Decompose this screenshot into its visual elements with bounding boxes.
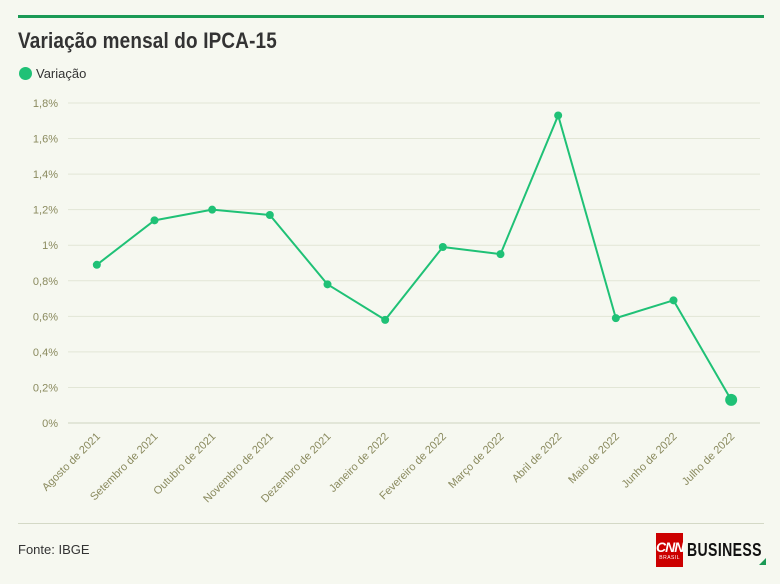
data-point — [438, 243, 447, 251]
x-tick-label: Abril de 2022 — [510, 431, 564, 485]
y-tick-label: 1,6% — [33, 134, 58, 146]
y-tick-label: 0,2% — [33, 382, 58, 394]
business-wordmark: BUSINESS — [687, 539, 763, 560]
data-point — [265, 211, 274, 219]
data-point — [554, 111, 563, 120]
source-note: Fonte: IBGE — [18, 542, 90, 557]
data-point — [496, 250, 505, 259]
x-tick-label: Maio de 2022 — [566, 431, 622, 487]
y-tick-label: 1,2% — [33, 205, 58, 217]
series-line — [96, 114, 733, 401]
x-tick-label: Julho de 2022 — [680, 431, 737, 488]
chart-title: Variação mensal do IPCA-15 — [18, 28, 277, 53]
x-tick-label: Março de 2022 — [446, 431, 506, 491]
y-tick-label: 0,6% — [33, 311, 58, 323]
legend-marker-icon — [19, 67, 32, 80]
legend-label: Variação — [36, 66, 87, 81]
data-point — [381, 315, 390, 324]
y-tick-label: 1,4% — [33, 169, 58, 181]
data-point — [669, 296, 678, 305]
cnn-logo-icon: CNN BRASIL — [656, 533, 684, 567]
data-point — [323, 280, 332, 289]
y-tick-label: 0,4% — [33, 347, 58, 359]
data-point — [725, 393, 738, 406]
data-point — [208, 205, 217, 214]
top-rule — [18, 15, 764, 18]
data-point — [611, 314, 620, 323]
x-tick-label: Agosto de 2021 — [40, 431, 103, 494]
brand-triangle-icon — [759, 558, 766, 565]
y-tick-label: 0,8% — [33, 276, 58, 288]
y-tick-label: 1% — [42, 240, 58, 252]
bottom-rule — [18, 523, 764, 524]
y-tick-label: 1,8% — [33, 98, 58, 110]
x-tick-label: Junho de 2022 — [620, 431, 680, 491]
x-tick-label: Janeiro de 2022 — [327, 431, 391, 495]
cnn-business-logo: CNN BRASIL BUSINESS — [656, 532, 766, 568]
data-point — [92, 260, 101, 269]
x-tick-label: Outubro de 2021 — [151, 431, 218, 498]
legend[interactable]: Variação — [19, 66, 86, 81]
y-tick-label: 0% — [42, 418, 58, 430]
data-point — [150, 216, 159, 225]
line-chart: 0% 0,2% 0,4% 0,6% 0,8% 1% 1,2% 1,4% 1,6% 1,8% Agos… — [33, 98, 760, 505]
